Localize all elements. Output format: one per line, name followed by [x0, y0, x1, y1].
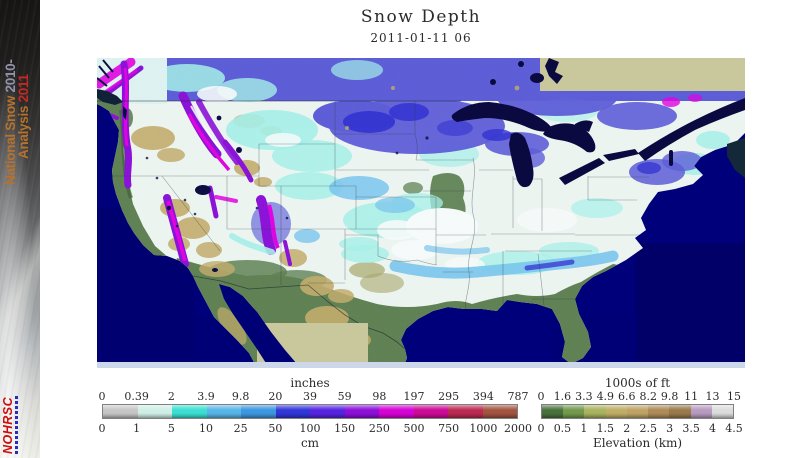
nohrsc-tagline-decoration [15, 396, 18, 454]
color-bar-bevel [103, 405, 517, 418]
snow-depth-color-bar [102, 404, 518, 419]
tick: 25 [233, 422, 248, 435]
tick: 150 [334, 422, 356, 435]
tick: 1.6 [553, 390, 572, 403]
tick: 11 [684, 390, 699, 403]
tick: 750 [438, 422, 460, 435]
season-banner: National Snow 2010- Analysis 2011 [3, 0, 31, 185]
tick: 250 [368, 422, 390, 435]
tick: 394 [472, 390, 494, 403]
tick: 9.8 [660, 390, 679, 403]
tick: 6.6 [618, 390, 636, 403]
sidebar-photo-banner: National Snow 2010- Analysis 2011 NOHRSC [0, 0, 40, 458]
elevation-color-bar [541, 404, 734, 419]
title-block: Snow Depth 2011-01-11 06 [97, 0, 745, 45]
tick: 39 [303, 390, 317, 403]
tick: 50 [268, 422, 283, 435]
tick: 4 [709, 422, 717, 435]
tick: 20 [268, 390, 283, 403]
tick: 500 [403, 422, 425, 435]
tick: 0 [537, 390, 545, 403]
analysis-datetime: 2011-01-11 06 [370, 31, 472, 45]
snow-legend-cm-ticks: 0 1 5 10 25 50 100 150 250 500 750 1000 … [98, 422, 533, 435]
tick: 100 [299, 422, 321, 435]
snow-depth-legend: inches 0 0.39 2 3.9 9.8 20 39 59 98 197 … [98, 376, 533, 452]
tick: 3.3 [575, 390, 593, 403]
tick: 13 [705, 390, 720, 403]
elevation-legend-unit-km: Elevation (km) [592, 436, 683, 450]
elevation-legend-ft-ticks: 0 1.6 3.3 4.9 6.6 8.2 9.8 11 13 15 [537, 390, 742, 403]
tick: 2000 [504, 422, 532, 435]
tick: 1000 [469, 422, 498, 435]
tick: 4.9 [596, 390, 615, 403]
tick: 0 [98, 422, 106, 435]
tick: 5 [167, 422, 175, 435]
tick: 787 [507, 390, 529, 403]
tick: 0 [98, 390, 106, 403]
tick: 2 [167, 390, 175, 403]
tick: 0.39 [124, 390, 149, 403]
tick: 3 [666, 422, 674, 435]
tick: 8.2 [639, 390, 657, 403]
tick: 4.5 [725, 422, 743, 435]
snow-legend-unit-inches: inches [290, 376, 330, 390]
map-image [97, 58, 745, 368]
tick: 1.5 [596, 422, 615, 435]
elevation-legend-unit-ft: 1000s of ft [604, 376, 671, 390]
page-title: Snow Depth [360, 7, 482, 27]
tick: 1 [580, 422, 588, 435]
tick: 0 [537, 422, 545, 435]
tick: 9.8 [231, 390, 250, 403]
tick: 3.9 [197, 390, 215, 403]
no-data-canada [540, 58, 745, 91]
snow-depth-map[interactable] [97, 58, 745, 368]
tick: 1 [133, 422, 141, 435]
tick: 10 [199, 422, 213, 435]
tick: 98 [372, 390, 387, 403]
nohrsc-logo: NOHRSC [1, 382, 24, 454]
elevation-legend: 1000s of ft 0 1.6 3.3 4.9 6.6 8.2 9.8 11… [537, 376, 743, 452]
elevation-legend-km-ticks: 0 0.5 1 1.5 2 2.5 3 3.5 4 4.5 [537, 422, 743, 435]
color-bar-bevel [542, 405, 733, 418]
tick: 15 [727, 390, 741, 403]
tick: 295 [438, 390, 460, 403]
banner-line2: Analysis 2011 [16, 74, 31, 159]
snow-legend-inch-ticks: 0 0.39 2 3.9 9.8 20 39 59 98 197 295 394… [98, 390, 529, 403]
photo-texture [0, 0, 40, 458]
tick: 2.5 [639, 422, 657, 435]
tick: 59 [337, 390, 352, 403]
tick: 3.5 [682, 422, 700, 435]
tick: 2 [623, 422, 631, 435]
snow-legend-unit-cm: cm [300, 436, 320, 450]
tick: 197 [403, 390, 425, 403]
tick: 0.5 [553, 422, 572, 435]
